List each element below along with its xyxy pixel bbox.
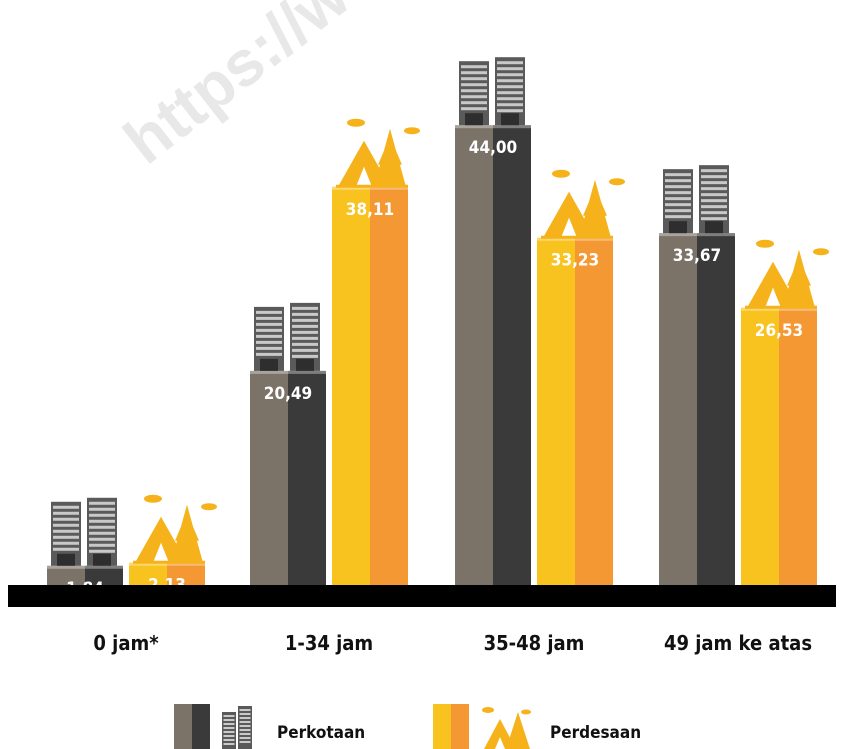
buildings-icon: [254, 302, 320, 371]
perdesaan-bar-3: 33,23: [537, 169, 625, 585]
buildings-icon: [663, 165, 729, 234]
legend-item-perkotaan: Perkotaan: [174, 704, 365, 749]
tent-icon: [541, 169, 625, 239]
perkotaan-bar-1: 1,84: [47, 497, 123, 599]
data-label: 44,00: [469, 138, 517, 158]
data-label: 33,67: [673, 246, 721, 266]
perkotaan-bar-3: 44,00: [455, 57, 531, 585]
data-label: 33,23: [551, 251, 599, 271]
baseline-axis: [8, 585, 836, 607]
legend-label: Perdesaan: [550, 723, 641, 743]
data-label: 20,49: [264, 384, 312, 404]
legend-label: Perkotaan: [277, 723, 365, 743]
perkotaan-bar-2: 20,49: [250, 302, 326, 585]
data-label: 26,53: [755, 321, 803, 341]
tent-icon: [133, 494, 217, 564]
buildings-icon: [222, 706, 252, 749]
legend-item-perdesaan: Perdesaan: [433, 704, 641, 749]
tent-icon: [482, 707, 531, 749]
perdesaan-bar-4: 26,53: [741, 239, 829, 585]
data-label: 38,11: [346, 200, 394, 220]
tent-icon: [336, 118, 420, 188]
x-tick-label: 1-34 jam: [285, 631, 373, 655]
perkotaan-bar-4: 33,67: [659, 165, 735, 585]
x-tick-label: 0 jam*: [93, 631, 159, 655]
buildings-icon: [459, 57, 525, 126]
tent-icon: [745, 239, 829, 309]
x-tick-label: 49 jam ke atas: [664, 631, 812, 655]
perdesaan-bar-2: 38,11: [332, 118, 420, 586]
perdesaan-bar-1: 2,13: [129, 494, 217, 596]
buildings-icon: [51, 497, 117, 566]
x-tick-label: 35-48 jam: [484, 631, 585, 655]
